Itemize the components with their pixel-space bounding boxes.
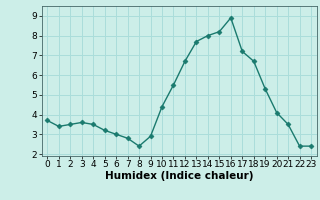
X-axis label: Humidex (Indice chaleur): Humidex (Indice chaleur) xyxy=(105,171,253,181)
